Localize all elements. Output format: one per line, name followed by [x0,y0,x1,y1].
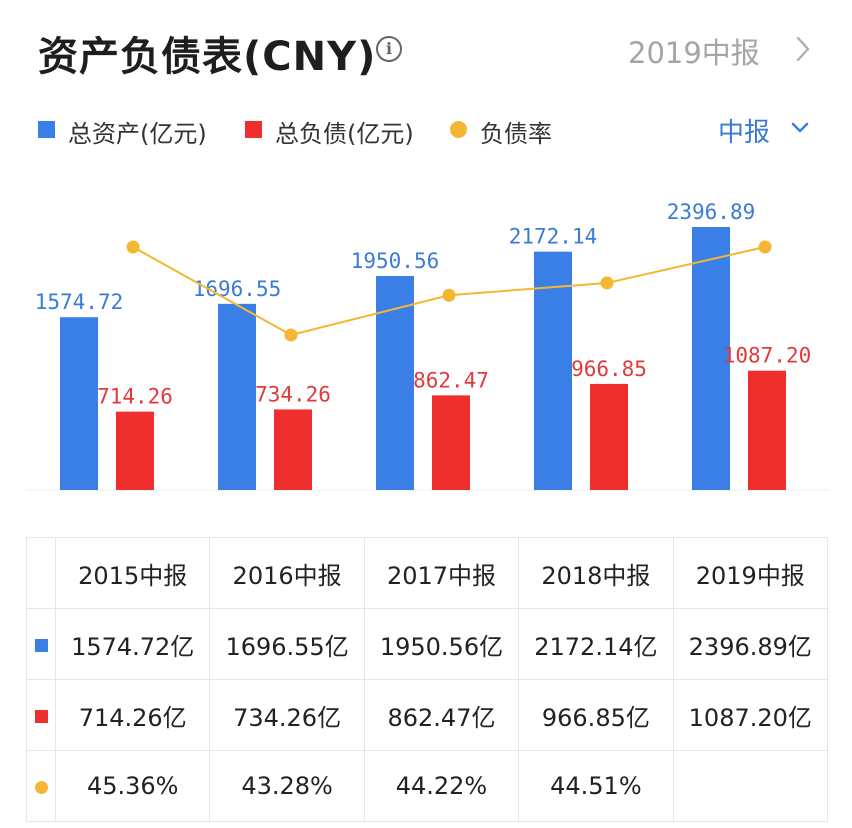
data-label-total-assets: 2172.14 [509,225,598,249]
data-label-total-liabilities: 862.47 [413,368,489,392]
point-debt-ratio [600,276,614,290]
data-label-total-liabilities: 1087.20 [723,344,812,368]
data-label-total-liabilities: 966.85 [571,357,647,381]
point-debt-ratio [758,240,772,254]
page-title: 资产负债表(CNY) [38,34,377,80]
table-cell: 44.22% [363,750,520,822]
frequency-dropdown[interactable]: 中报 [718,112,809,148]
table-row: 714.26亿 734.26亿 862.47亿 966.85亿 1087.20亿 [26,679,829,751]
legend-swatch-debt-ratio [450,121,467,138]
legend-swatch-total-assets [38,121,55,138]
data-label-total-liabilities: 714.26 [97,385,173,409]
table-cell: 43.28% [209,750,365,822]
info-icon[interactable]: i [376,36,402,62]
bar-total-assets [692,227,730,490]
row-swatch-total-assets [34,638,48,652]
table-row-marker [26,679,56,751]
table-cell: 1087.20亿 [672,679,829,751]
table-cell: 1696.55亿 [209,608,365,680]
table-cell: 1574.72亿 [54,608,211,680]
bar-total-liabilities [432,395,470,490]
table-header-cell: 2017中报 [363,537,520,609]
bar-total-liabilities [590,383,628,490]
table-cell: 966.85亿 [518,679,674,751]
table-cell: 1950.56亿 [363,608,520,680]
point-debt-ratio [442,288,456,302]
legend-label: 总负债(亿元) [275,120,414,148]
table-header-cell: 2018中报 [518,537,674,609]
table-cell: 45.36% [54,750,211,822]
table-cell: 44.51% [518,750,674,822]
data-label-total-assets: 1950.56 [351,249,440,273]
table-corner-cell [26,537,56,609]
data-label-total-liabilities: 734.26 [255,382,331,406]
data-table: 2015中报 2016中报 2017中报 2018中报 2019中报 1574.… [26,537,829,822]
table-header-cell: 2016中报 [209,537,365,609]
table-cell: 2396.89亿 [672,608,829,680]
period-selector[interactable]: 2019中报 [628,30,810,70]
header: 资产负债表(CNY) i 2019中报 [0,0,852,100]
table-row: 1574.72亿 1696.55亿 1950.56亿 2172.14亿 2396… [26,608,829,680]
point-debt-ratio [284,328,298,342]
point-debt-ratio [126,240,140,254]
chevron-right-icon [796,36,810,62]
bar-total-assets [534,251,572,490]
bar-total-assets [218,303,256,490]
table-header-row: 2015中报 2016中报 2017中报 2018中报 2019中报 [26,537,829,609]
data-label-total-assets: 1574.72 [35,290,124,314]
row-swatch-total-liabilities [34,709,48,723]
table-cell [672,750,829,822]
table-row-marker [26,608,56,680]
table-row-marker [26,750,56,822]
legend-label: 总资产(亿元) [68,120,207,148]
bar-total-liabilities [274,409,312,490]
legend-swatch-total-liabilities [245,121,262,138]
frequency-label: 中报 [718,118,771,148]
legend-label: 负债率 [480,120,552,148]
row-swatch-debt-ratio [34,780,48,794]
period-label: 2019中报 [628,36,760,70]
table-cell: 714.26亿 [54,679,211,751]
table-row: 45.36% 43.28% 44.22% 44.51% [26,750,829,822]
chevron-down-icon [791,122,809,133]
table-cell: 2172.14亿 [518,608,674,680]
table-cell: 862.47亿 [363,679,520,751]
bar-total-assets [60,317,98,490]
data-label-total-assets: 1696.55 [193,277,282,301]
table-header-cell: 2015中报 [54,537,211,609]
data-label-total-assets: 2396.89 [667,200,756,224]
table-cell: 734.26亿 [209,679,365,751]
bar-total-liabilities [748,370,786,490]
table-header-cell: 2019中报 [672,537,829,609]
bar-total-liabilities [116,411,154,490]
bar-line-chart: 1574.72 714.26 1696.55 734.26 1950.56 862.47 2… [26,200,828,491]
